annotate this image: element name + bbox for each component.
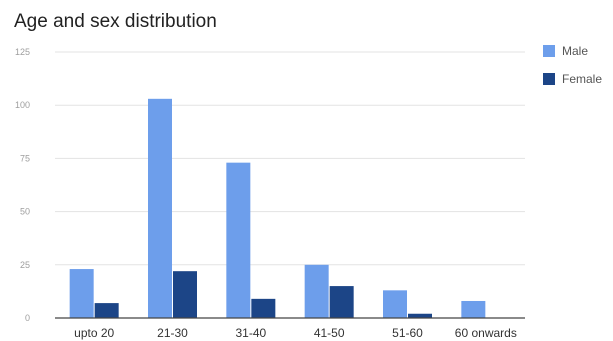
y-tick-label: 100 (15, 100, 30, 110)
legend-label-male: Male (562, 44, 588, 58)
x-tick-label: 41-50 (314, 326, 345, 340)
bar-female-1 (173, 271, 197, 318)
legend-swatch-female (543, 73, 555, 85)
bar-male-0 (69, 269, 94, 318)
bar-female-3 (329, 286, 354, 318)
y-tick-label: 75 (20, 153, 30, 163)
bar-male-1 (148, 98, 172, 318)
x-tick-label: 31-40 (235, 326, 266, 340)
legend-label-female: Female (562, 72, 602, 86)
bar-female-2 (251, 298, 276, 318)
y-tick-label: 25 (20, 260, 30, 270)
gridlines (55, 51, 525, 266)
bar-male-4 (383, 290, 407, 318)
bar-female-4 (408, 313, 432, 318)
bar-male-3 (304, 264, 329, 318)
x-tick-label: 51-60 (392, 326, 423, 340)
x-tick-label: upto 20 (74, 326, 114, 340)
legend: Male Female (543, 44, 602, 86)
y-tick-label: 50 (20, 207, 30, 217)
bar-female-0 (94, 303, 119, 318)
y-tick-label: 0 (25, 313, 30, 323)
x-axis-ticks: upto 20 21-30 31-40 41-50 51-60 60 onwards (74, 326, 517, 340)
chart-title: Age and sex distribution (14, 11, 217, 32)
bar-male-2 (226, 162, 251, 318)
y-axis-ticks: 0 25 50 75 100 125 (15, 47, 30, 323)
bars (69, 98, 486, 318)
x-tick-label: 21-30 (157, 326, 188, 340)
y-tick-label: 125 (15, 47, 30, 57)
legend-swatch-male (543, 45, 555, 57)
bar-male-5 (461, 300, 486, 318)
x-tick-label: 60 onwards (455, 326, 517, 340)
